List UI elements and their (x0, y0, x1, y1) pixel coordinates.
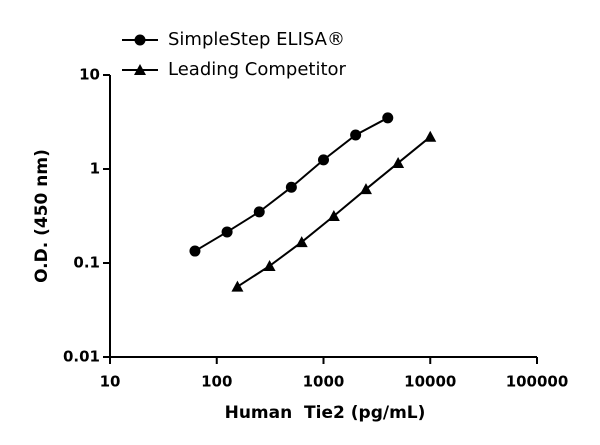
y-tick-label: 10 (79, 66, 100, 84)
data-point (424, 130, 437, 142)
data-point (350, 129, 362, 141)
legend-label: SimpleStep ELISA® (168, 29, 345, 50)
data-point (285, 181, 297, 193)
legend-marker (134, 64, 146, 75)
y-tick-label: 0.01 (63, 348, 100, 366)
legend-marker (134, 34, 146, 46)
x-tick-label: 100 (201, 373, 232, 391)
y-tick-label: 1 (90, 160, 100, 178)
x-tick-label: 1000 (303, 373, 345, 391)
x-tick-label: 10000 (404, 373, 456, 391)
data-point (263, 259, 276, 271)
data-point (359, 183, 372, 195)
data-point (327, 210, 340, 222)
data-point (392, 156, 405, 168)
data-point (189, 245, 201, 257)
data-point (295, 236, 308, 248)
data-point (221, 226, 233, 238)
data-point (231, 280, 244, 292)
x-tick-label: 10 (100, 373, 121, 391)
data-point (318, 154, 329, 166)
x-tick-label: 100000 (506, 373, 569, 391)
data-point (253, 206, 265, 218)
y-axis-title: O.D. (450 nm) (32, 149, 52, 283)
data-point (382, 112, 394, 124)
legend-label: Leading Competitor (168, 59, 347, 80)
y-tick-label: 0.1 (73, 254, 100, 272)
x-axis-title: Human Tie2 (pg/mL) (225, 403, 426, 423)
